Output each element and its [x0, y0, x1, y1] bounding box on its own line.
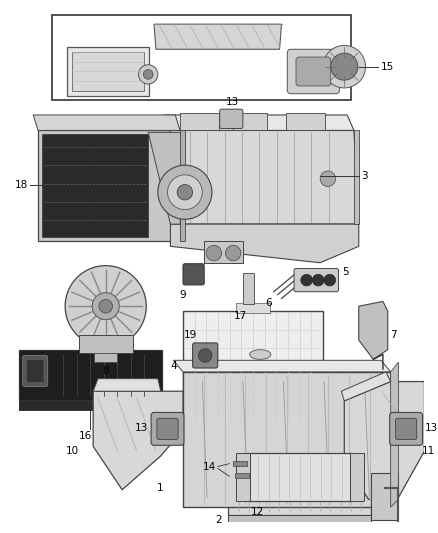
Bar — [248, 453, 352, 502]
Polygon shape — [148, 132, 185, 224]
Bar — [233, 113, 267, 131]
Text: 14: 14 — [202, 462, 216, 472]
Circle shape — [331, 53, 358, 80]
Polygon shape — [33, 115, 180, 131]
Bar — [371, 473, 399, 520]
Polygon shape — [93, 378, 161, 391]
Text: 2: 2 — [215, 515, 222, 525]
Bar — [236, 303, 270, 313]
FancyBboxPatch shape — [27, 359, 44, 383]
Text: 3: 3 — [361, 171, 367, 181]
Circle shape — [226, 245, 241, 261]
Text: 17: 17 — [234, 311, 247, 321]
Text: 1: 1 — [157, 483, 164, 493]
Polygon shape — [154, 24, 282, 49]
Bar — [243, 273, 254, 304]
Bar — [350, 453, 364, 502]
Bar — [183, 311, 323, 422]
Circle shape — [167, 175, 202, 209]
Polygon shape — [170, 224, 359, 263]
Polygon shape — [170, 131, 359, 224]
Text: 5: 5 — [343, 268, 349, 277]
Polygon shape — [344, 382, 424, 499]
Text: 13: 13 — [134, 423, 148, 433]
Bar — [235, 473, 249, 478]
Circle shape — [323, 45, 366, 88]
FancyBboxPatch shape — [220, 109, 243, 128]
Circle shape — [65, 265, 146, 347]
Bar — [286, 113, 325, 131]
Text: 13: 13 — [424, 423, 438, 433]
Bar — [233, 461, 247, 466]
Circle shape — [320, 171, 336, 187]
Polygon shape — [341, 372, 391, 401]
FancyBboxPatch shape — [396, 418, 417, 440]
Circle shape — [99, 300, 113, 313]
Text: 12: 12 — [251, 507, 264, 517]
Polygon shape — [38, 131, 180, 240]
Text: 11: 11 — [421, 446, 435, 456]
Text: 18: 18 — [15, 181, 28, 190]
FancyBboxPatch shape — [157, 418, 178, 440]
Polygon shape — [391, 362, 399, 507]
Text: 10: 10 — [66, 446, 79, 456]
Polygon shape — [228, 515, 371, 524]
Bar — [228, 478, 371, 515]
Text: 13: 13 — [226, 97, 239, 107]
FancyBboxPatch shape — [23, 356, 48, 386]
FancyBboxPatch shape — [287, 49, 339, 94]
Text: 7: 7 — [390, 330, 396, 340]
Text: 15: 15 — [381, 62, 394, 71]
Circle shape — [312, 274, 324, 286]
Polygon shape — [204, 240, 243, 263]
Circle shape — [138, 64, 158, 84]
FancyBboxPatch shape — [193, 343, 218, 368]
Bar — [183, 372, 391, 507]
Circle shape — [143, 70, 153, 79]
Polygon shape — [19, 400, 162, 409]
Circle shape — [206, 245, 222, 261]
Bar — [94, 352, 117, 362]
Polygon shape — [42, 134, 148, 237]
Polygon shape — [164, 115, 354, 131]
FancyBboxPatch shape — [390, 413, 423, 445]
Circle shape — [324, 274, 336, 286]
Text: 19: 19 — [184, 330, 198, 340]
Polygon shape — [173, 360, 391, 372]
Bar — [236, 453, 250, 502]
Polygon shape — [93, 391, 183, 490]
Polygon shape — [180, 131, 185, 240]
Polygon shape — [354, 131, 359, 224]
Circle shape — [177, 184, 193, 200]
Text: 8: 8 — [102, 366, 109, 376]
FancyBboxPatch shape — [294, 269, 339, 292]
Text: 4: 4 — [170, 361, 177, 371]
FancyBboxPatch shape — [183, 264, 204, 285]
Bar — [79, 335, 133, 352]
Bar — [19, 350, 162, 400]
Circle shape — [301, 274, 312, 286]
Text: 16: 16 — [79, 431, 92, 441]
Bar — [67, 47, 149, 95]
Circle shape — [158, 165, 212, 219]
Circle shape — [198, 349, 212, 362]
Polygon shape — [359, 301, 388, 359]
Ellipse shape — [250, 350, 271, 359]
Bar — [72, 52, 145, 91]
Text: 6: 6 — [265, 298, 272, 309]
Text: 9: 9 — [180, 290, 186, 300]
FancyBboxPatch shape — [151, 413, 184, 445]
Bar — [180, 113, 219, 131]
Bar — [52, 14, 351, 100]
FancyBboxPatch shape — [296, 57, 331, 86]
Circle shape — [92, 293, 119, 320]
